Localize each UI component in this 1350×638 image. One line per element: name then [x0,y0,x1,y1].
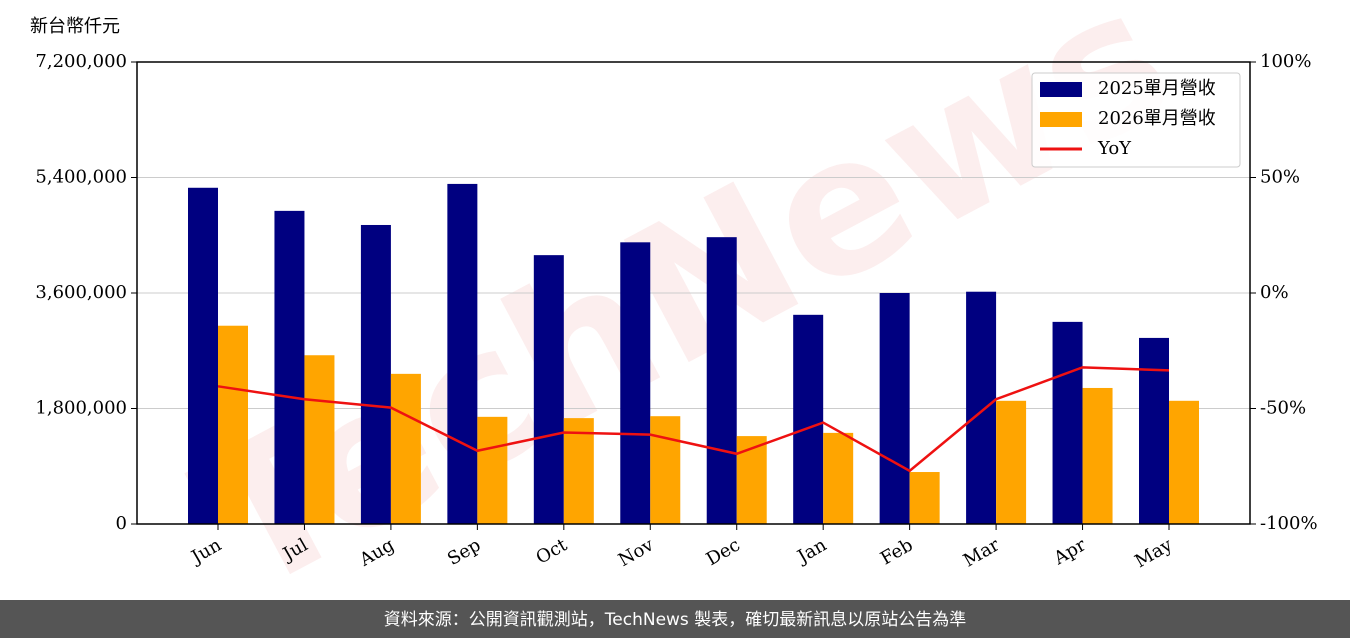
x-tick-label: Feb [877,534,917,569]
bar [706,237,737,525]
bar [533,255,564,524]
bar [650,416,681,524]
legend-swatch [1040,82,1082,97]
bar [477,416,508,524]
bar [304,355,335,524]
bar [390,373,421,524]
y2-tick-label: 50% [1260,167,1300,188]
bar [823,432,854,524]
legend-box [1031,72,1241,168]
bar [909,472,940,524]
legend-swatch [1040,112,1082,127]
y-tick-label: 1,800,000 [35,398,127,419]
y2-tick-label: -100% [1260,513,1318,534]
bar [447,183,478,524]
bar [996,400,1027,524]
bar [1169,400,1199,524]
bar [793,314,824,524]
y-axis-label: 新台幣仟元 [30,16,120,37]
bar [966,291,997,524]
x-tick-label: Jan [792,534,830,568]
legend-label: 2026單月營收 [1098,108,1216,129]
y-tick-label: 3,600,000 [35,282,127,303]
footer-bar [0,600,1350,638]
bar [274,210,305,524]
y2-tick-label: 100% [1260,51,1311,72]
bar [218,325,248,524]
y-tick-label: 0 [116,513,127,534]
bar [879,293,910,524]
x-tick-label: May [1131,534,1176,572]
x-tick-label: Mar [960,534,1004,571]
y2-tick-label: -50% [1260,398,1306,419]
bar [188,187,218,524]
legend-label: 2025單月營收 [1098,78,1216,99]
x-tick-label: Apr [1049,534,1089,569]
legend-label: YoY [1097,138,1132,159]
bar [563,418,594,524]
x-tick-label: Dec [703,534,744,570]
x-tick-label: Oct [533,534,572,569]
plot-frame [136,61,1251,525]
bar [620,242,651,524]
yoy-line [217,366,1170,473]
y-tick-label: 5,400,000 [35,167,127,188]
x-tick-label: Nov [615,534,658,571]
source: 資料來源：公開資訊觀測站，TechNews 製表，確切最新訊息以原站公告為準 [384,610,966,630]
bar [360,224,391,524]
y-tick-label: 7,200,000 [35,51,127,72]
bar [1082,387,1113,524]
y2-tick-label: 0% [1260,282,1289,303]
bar [1052,321,1083,524]
bar [1139,337,1169,524]
